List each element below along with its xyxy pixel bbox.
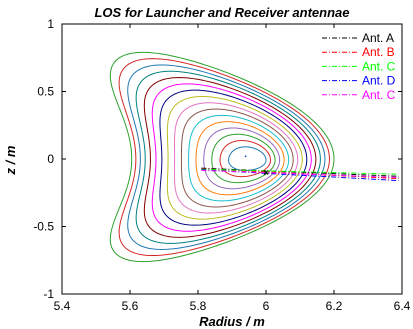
flux-surface (174, 102, 299, 214)
flux-surface (127, 64, 326, 250)
los-line-1 (201, 167, 399, 177)
flux-surface (228, 146, 267, 172)
flux-surface (143, 77, 317, 238)
x-tick-label: 5.8 (190, 299, 207, 313)
axis-dot (244, 155, 247, 158)
flux-surfaces (109, 51, 335, 263)
y-tick-label: 0 (47, 152, 54, 166)
flux-surface (203, 127, 281, 190)
y-axis-label: z / m (3, 145, 18, 175)
x-tick-label: 5.6 (122, 299, 139, 313)
los-line-3 (201, 168, 399, 175)
flux-surface (180, 108, 294, 208)
chart-title: LOS for Launcher and Receiver antennae (94, 5, 349, 20)
x-tick-label: 5.4 (54, 299, 71, 313)
flux-surface (211, 133, 276, 184)
flux-surface (118, 58, 330, 257)
los-lines (201, 167, 399, 182)
cross-marker (263, 170, 269, 175)
x-axis-label: Radius / m (199, 314, 265, 329)
flux-surface (109, 51, 335, 263)
legend-label: Ant. C (362, 88, 396, 102)
flux-surface (219, 140, 272, 178)
legend-label: Ant. B (362, 45, 395, 59)
y-tick-label: 0.5 (37, 85, 54, 99)
legend-label: Ant. C (362, 59, 396, 73)
magnetic-axis-markers (244, 155, 269, 175)
flux-surface (159, 89, 308, 226)
flux-surface (151, 83, 312, 232)
los-line-5 (201, 169, 399, 178)
x-tick-label: 6.2 (326, 299, 343, 313)
axis-ticks: 5.4 5.6 5.8 6 6.2 6.4 -1 -0.5 0 0.5 1 (33, 17, 410, 313)
x-tick-label: 6.4 (394, 299, 411, 313)
y-tick-label: 1 (47, 17, 54, 31)
x-tick-label: 6 (263, 299, 270, 313)
y-tick-label: -1 (43, 287, 54, 301)
flux-surface (188, 114, 290, 202)
y-tick-label: -0.5 (33, 220, 54, 234)
flux-surface (135, 70, 321, 244)
legend-label: Ant. A (362, 31, 394, 45)
flux-surface (166, 95, 303, 220)
legend-label: Ant. D (362, 74, 396, 88)
flux-surface (195, 121, 285, 196)
